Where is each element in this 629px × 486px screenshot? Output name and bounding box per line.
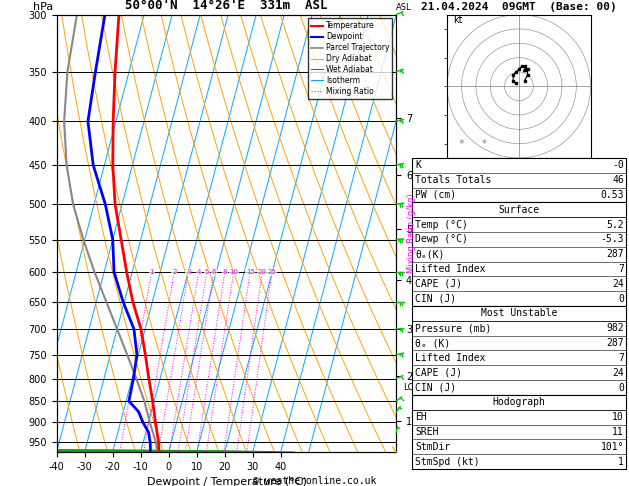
- Text: 7: 7: [618, 353, 624, 363]
- Text: LCL: LCL: [403, 383, 418, 392]
- Text: θₑ(K): θₑ(K): [415, 249, 445, 259]
- X-axis label: Dewpoint / Temperature (°C): Dewpoint / Temperature (°C): [147, 477, 306, 486]
- Text: -5.3: -5.3: [601, 234, 624, 244]
- Text: Lifted Index: Lifted Index: [415, 353, 486, 363]
- Text: 10: 10: [612, 412, 624, 422]
- Legend: Temperature, Dewpoint, Parcel Trajectory, Dry Adiabat, Wet Adiabat, Isotherm, Mi: Temperature, Dewpoint, Parcel Trajectory…: [308, 18, 392, 99]
- Text: -0: -0: [612, 160, 624, 171]
- Text: CAPE (J): CAPE (J): [415, 368, 462, 378]
- Text: *: *: [482, 139, 487, 149]
- Text: 0.53: 0.53: [601, 190, 624, 200]
- Text: hPa: hPa: [33, 2, 53, 13]
- Text: θₑ (K): θₑ (K): [415, 338, 450, 348]
- Text: 287: 287: [606, 249, 624, 259]
- Text: 101°: 101°: [601, 442, 624, 452]
- Text: 20: 20: [258, 269, 267, 275]
- Text: 287: 287: [606, 338, 624, 348]
- Text: 24: 24: [612, 368, 624, 378]
- Text: 21.04.2024  09GMT  (Base: 00): 21.04.2024 09GMT (Base: 00): [421, 2, 617, 12]
- Text: Pressure (mb): Pressure (mb): [415, 323, 491, 333]
- Text: CIN (J): CIN (J): [415, 382, 456, 393]
- Text: Most Unstable: Most Unstable: [481, 309, 557, 318]
- Text: Dewp (°C): Dewp (°C): [415, 234, 468, 244]
- Text: Temp (°C): Temp (°C): [415, 220, 468, 229]
- Text: CIN (J): CIN (J): [415, 294, 456, 304]
- Text: SREH: SREH: [415, 427, 438, 437]
- Text: © weatheronline.co.uk: © weatheronline.co.uk: [253, 476, 376, 486]
- Text: StmDir: StmDir: [415, 442, 450, 452]
- Text: 5.2: 5.2: [606, 220, 624, 229]
- Text: Lifted Index: Lifted Index: [415, 264, 486, 274]
- Text: 6: 6: [211, 269, 216, 275]
- Text: 0: 0: [618, 382, 624, 393]
- Text: 982: 982: [606, 323, 624, 333]
- Text: Surface: Surface: [498, 205, 540, 215]
- Text: 11: 11: [612, 427, 624, 437]
- Text: kt: kt: [453, 15, 462, 25]
- Text: EH: EH: [415, 412, 427, 422]
- Text: CAPE (J): CAPE (J): [415, 279, 462, 289]
- Text: 25: 25: [267, 269, 276, 275]
- Text: 10: 10: [229, 269, 238, 275]
- Text: PW (cm): PW (cm): [415, 190, 456, 200]
- Text: 0: 0: [618, 294, 624, 304]
- Text: 8: 8: [223, 269, 227, 275]
- Text: 4: 4: [196, 269, 201, 275]
- Text: 1: 1: [150, 269, 154, 275]
- Text: Totals Totals: Totals Totals: [415, 175, 491, 185]
- Text: 2: 2: [172, 269, 177, 275]
- Text: 15: 15: [246, 269, 255, 275]
- Text: 1: 1: [618, 456, 624, 467]
- Text: Hodograph: Hodograph: [493, 398, 545, 407]
- Text: Mixing Ratio (g/kg): Mixing Ratio (g/kg): [408, 193, 416, 273]
- Text: 24: 24: [612, 279, 624, 289]
- Text: 5: 5: [205, 269, 209, 275]
- Text: K: K: [415, 160, 421, 171]
- Text: *: *: [459, 139, 464, 149]
- Title: 50°00'N  14°26'E  331m  ASL: 50°00'N 14°26'E 331m ASL: [125, 0, 328, 12]
- Text: 46: 46: [612, 175, 624, 185]
- Text: km
ASL: km ASL: [396, 0, 412, 13]
- Text: 3: 3: [186, 269, 191, 275]
- Text: StmSpd (kt): StmSpd (kt): [415, 456, 480, 467]
- Text: 7: 7: [618, 264, 624, 274]
